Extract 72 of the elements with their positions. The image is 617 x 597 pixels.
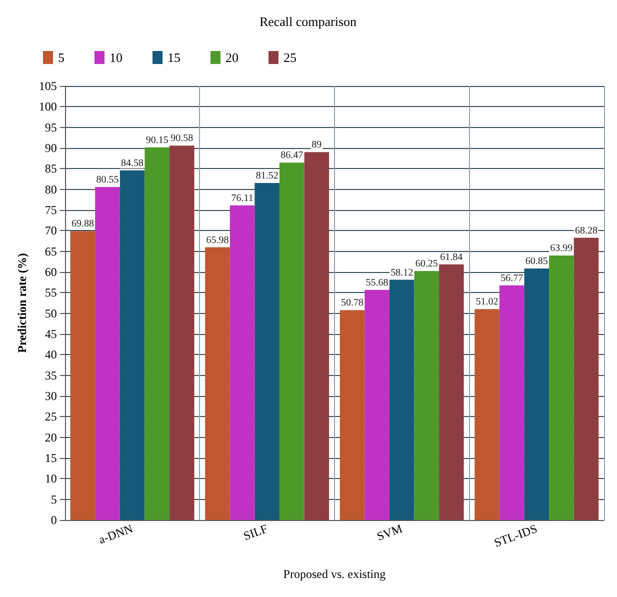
data-label: 68.28 bbox=[574, 225, 598, 236]
data-label: 76.11 bbox=[231, 192, 254, 204]
y-axis-title: Prediction rate (%) bbox=[15, 253, 29, 353]
data-label: 90.58 bbox=[170, 133, 194, 144]
data-label: 81.52 bbox=[256, 170, 278, 182]
data-label: 56.77 bbox=[500, 272, 524, 284]
y-tick-label: 90 bbox=[44, 141, 57, 155]
bar bbox=[95, 187, 120, 520]
x-axis-title: Proposed vs. existing bbox=[283, 567, 386, 581]
bar bbox=[364, 290, 390, 520]
y-tick-label: 10 bbox=[44, 472, 57, 486]
legend-label: 10 bbox=[110, 50, 122, 65]
bar bbox=[549, 256, 574, 520]
y-tick-label: 95 bbox=[44, 120, 57, 134]
data-label: 89 bbox=[312, 140, 322, 151]
y-tick-label: 100 bbox=[38, 100, 57, 114]
data-label: 65.98 bbox=[206, 234, 229, 246]
bar bbox=[304, 152, 330, 520]
y-tick-label: 45 bbox=[44, 327, 57, 341]
y-tick-label: 105 bbox=[38, 79, 57, 93]
y-tick-label: 50 bbox=[44, 306, 57, 320]
bar bbox=[70, 231, 96, 520]
data-label: 58.12 bbox=[390, 267, 414, 278]
y-tick-label: 65 bbox=[44, 244, 57, 258]
chart-title: Recall comparison bbox=[259, 14, 358, 29]
y-tick-label: 80 bbox=[44, 182, 57, 196]
data-label: 61.84 bbox=[440, 252, 463, 263]
data-label: 84.58 bbox=[121, 158, 144, 169]
y-tick-label: 30 bbox=[44, 389, 57, 403]
y-tick-label: 25 bbox=[44, 410, 57, 424]
data-label: 60.25 bbox=[415, 258, 438, 270]
bar bbox=[574, 238, 599, 520]
data-label: 69.88 bbox=[71, 218, 94, 230]
y-tick-label: 15 bbox=[44, 451, 57, 465]
data-label: 90.15 bbox=[146, 134, 168, 146]
x-tick-label: SVM bbox=[374, 521, 405, 544]
bar bbox=[474, 309, 500, 520]
y-tick-label: 85 bbox=[44, 162, 57, 176]
bar bbox=[120, 170, 145, 520]
y-tick-label: 35 bbox=[44, 368, 57, 382]
y-tick-label: 75 bbox=[44, 203, 57, 217]
data-label: 80.55 bbox=[96, 174, 119, 186]
bar bbox=[254, 183, 280, 520]
data-label: 86.47 bbox=[280, 150, 304, 162]
bar bbox=[169, 146, 194, 520]
legend-label: 20 bbox=[226, 50, 238, 65]
bar bbox=[340, 310, 365, 520]
bar bbox=[144, 147, 170, 520]
bar bbox=[230, 205, 255, 520]
bar bbox=[524, 268, 550, 520]
data-label: 51.02 bbox=[476, 296, 498, 308]
y-tick-label: 5 bbox=[50, 492, 57, 506]
data-label: 50.78 bbox=[340, 298, 364, 309]
y-tick-label: 60 bbox=[44, 265, 57, 279]
legend-label: 15 bbox=[168, 50, 180, 65]
y-tick-label: 55 bbox=[44, 286, 57, 300]
data-label: 60.85 bbox=[525, 256, 548, 267]
x-tick-label: a-DNN bbox=[96, 521, 135, 547]
bar bbox=[279, 162, 304, 520]
bar bbox=[205, 247, 230, 520]
bar bbox=[414, 270, 440, 520]
data-label: 63.99 bbox=[550, 243, 573, 254]
x-tick-label: SILF bbox=[241, 521, 270, 544]
bar bbox=[389, 280, 414, 520]
data-label: 55.68 bbox=[366, 277, 388, 288]
bar bbox=[439, 264, 464, 520]
bar bbox=[499, 285, 524, 520]
y-tick-label: 70 bbox=[44, 224, 57, 238]
y-tick-label: 20 bbox=[44, 430, 57, 444]
legend-label: 25 bbox=[284, 50, 296, 65]
y-tick-label: 0 bbox=[50, 513, 57, 527]
y-tick-label: 40 bbox=[44, 348, 57, 362]
